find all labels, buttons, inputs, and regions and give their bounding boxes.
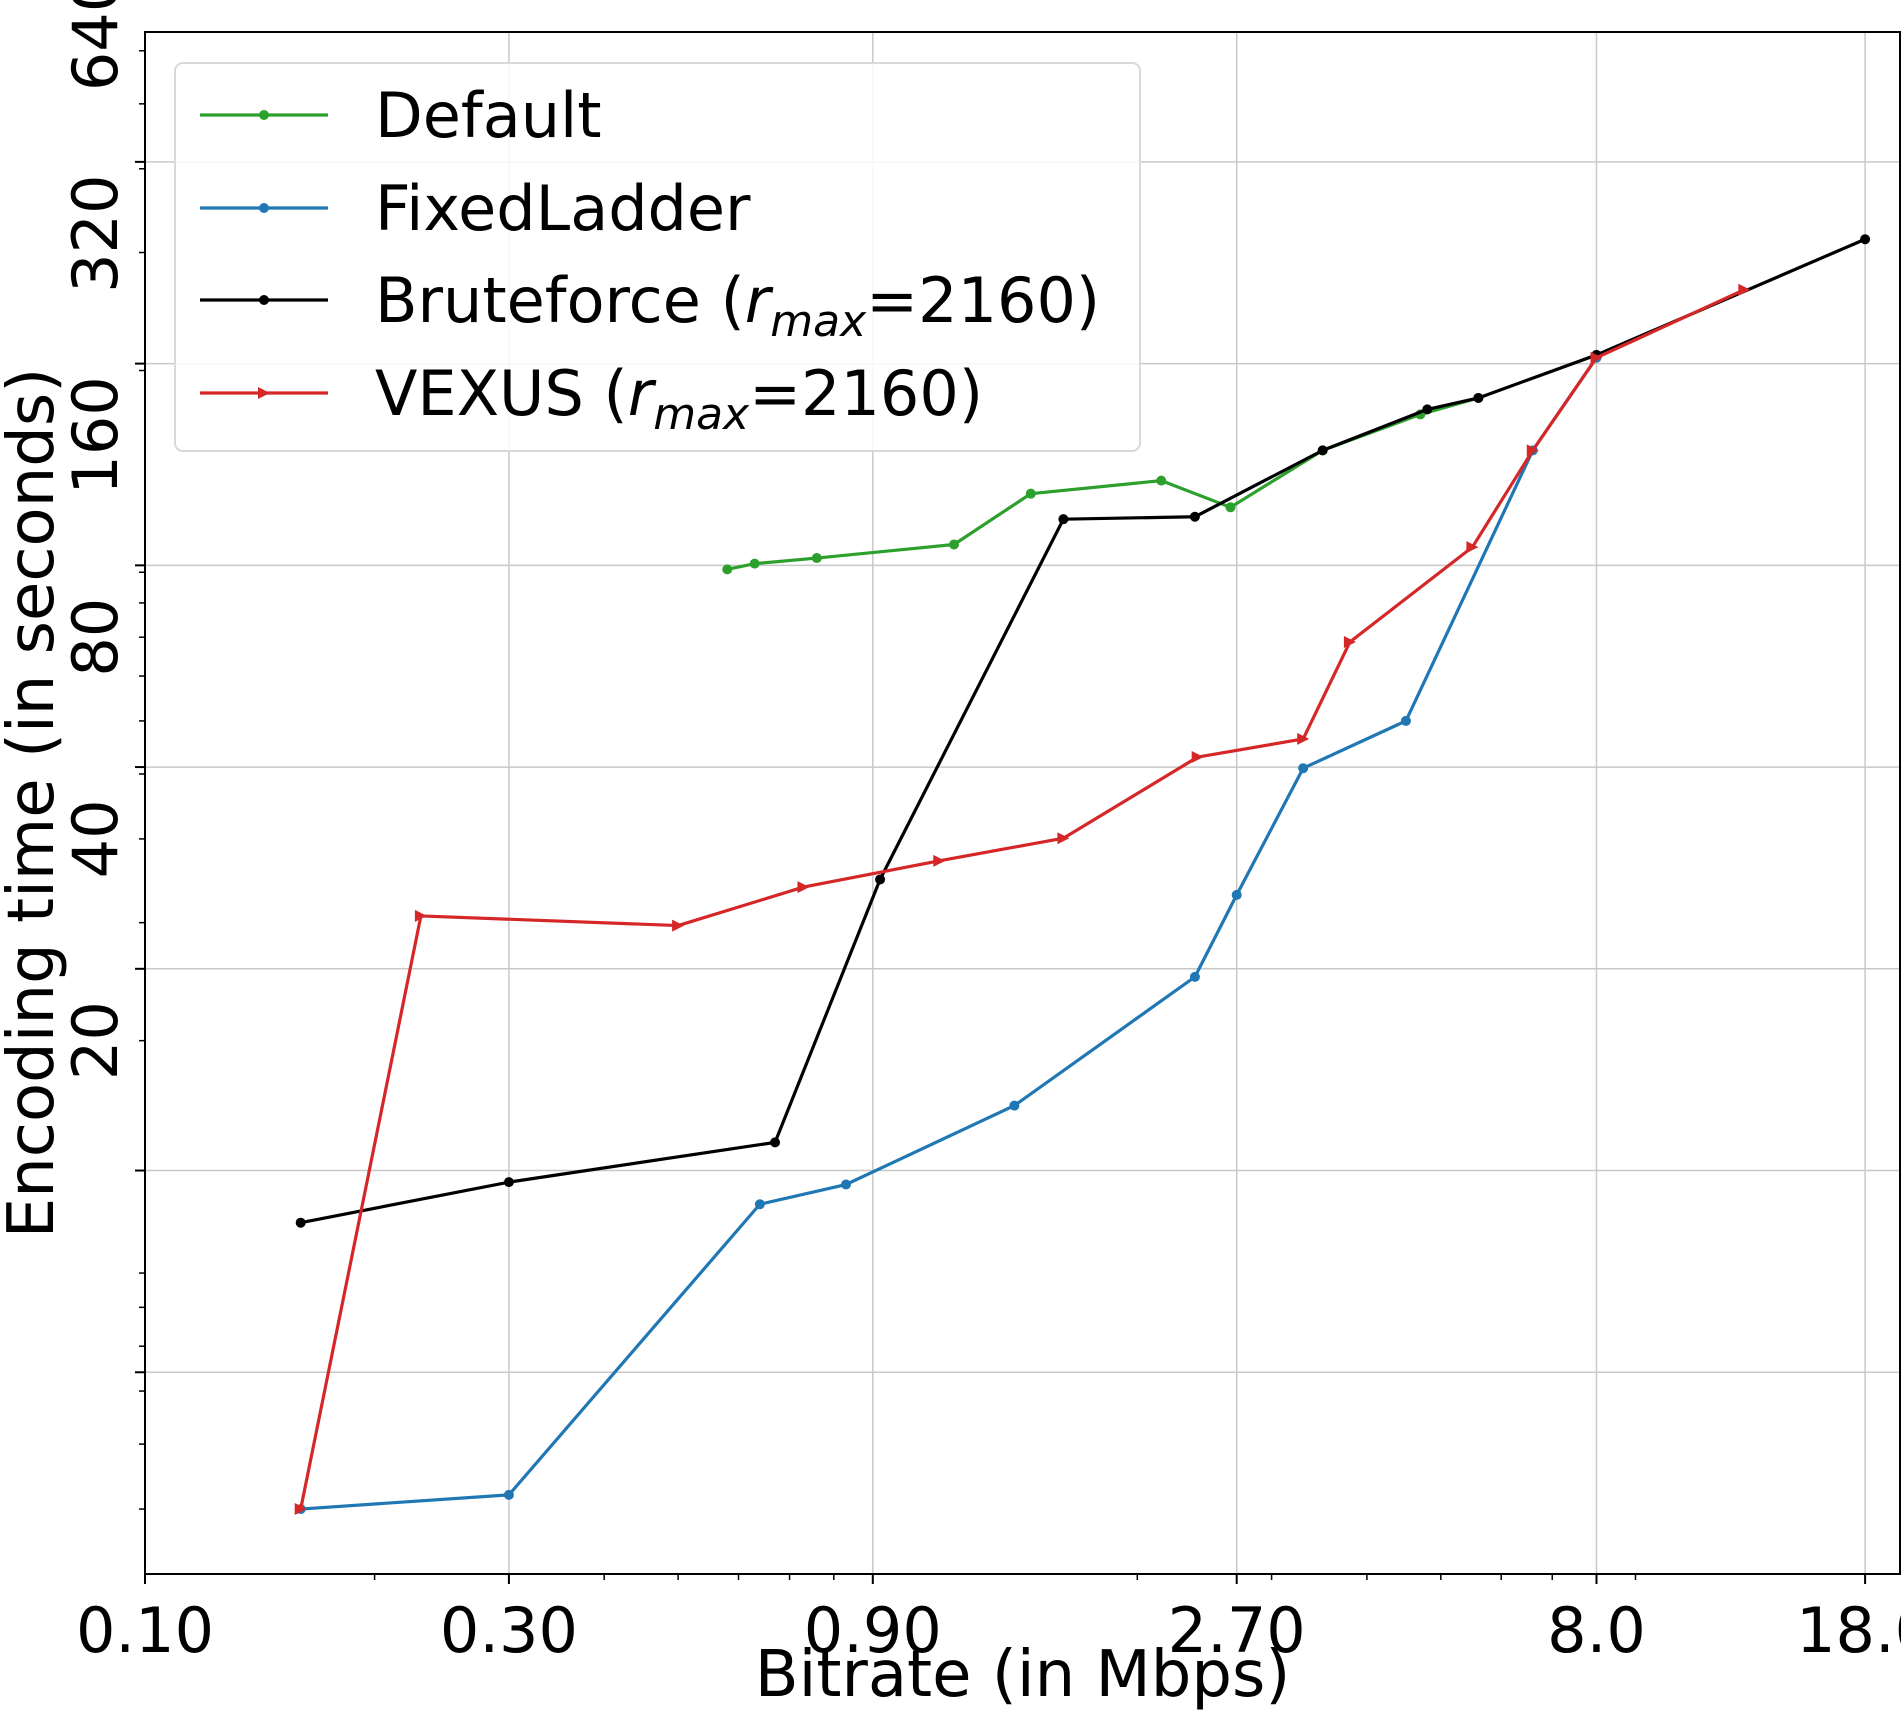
legend-item: VEXUS (rmax=2160)	[200, 357, 983, 440]
data-point	[1189, 511, 1200, 522]
data-point	[1738, 283, 1751, 296]
data-point	[1297, 732, 1310, 745]
data-point	[754, 1199, 765, 1210]
legend-item: FixedLadder	[200, 172, 751, 245]
data-point	[749, 558, 760, 569]
legend-box	[174, 62, 1141, 452]
data-point	[770, 1137, 781, 1148]
legend: Default FixedLadder Bruteforce (rmax=2160)…	[174, 62, 1141, 452]
data-point	[295, 1217, 306, 1228]
data-point	[258, 387, 270, 399]
y-tick-label: 20	[59, 1001, 132, 1080]
data-point	[797, 881, 810, 894]
legend-label: Default	[375, 79, 602, 152]
data-point	[1058, 514, 1069, 525]
data-point	[1422, 404, 1433, 415]
data-point	[503, 1177, 514, 1188]
x-tick-label: 0.90	[804, 1594, 942, 1667]
data-point	[811, 553, 822, 564]
data-point	[1590, 351, 1603, 364]
legend-label: VEXUS (rmax=2160)	[375, 357, 983, 440]
data-point	[840, 1179, 851, 1190]
y-tick-label: 640	[59, 0, 132, 91]
data-point	[1317, 445, 1328, 456]
y-tick-label: 80	[59, 598, 132, 677]
data-point	[503, 1489, 514, 1500]
x-tick-label: 0.30	[440, 1594, 578, 1667]
x-axis-ticks: 0.10 0.30 0.90 2.70 8.0 18.0	[76, 1574, 1901, 1667]
data-point	[259, 295, 269, 305]
series-vexus-r-max-2160-	[294, 283, 1751, 1516]
legend-label: Bruteforce (rmax=2160)	[375, 264, 1100, 347]
data-point	[1009, 1100, 1020, 1111]
data-point	[1025, 488, 1036, 499]
data-point	[672, 919, 685, 932]
x-axis-label: Bitrate (in Mbps)	[755, 1638, 1291, 1711]
x-tick-label: 2.70	[1168, 1594, 1306, 1667]
x-tick-label: 0.10	[76, 1594, 214, 1667]
data-point	[875, 874, 886, 885]
data-point	[1156, 475, 1167, 486]
legend-item: Default	[200, 79, 602, 152]
data-point	[948, 539, 959, 550]
legend-item: Bruteforce (rmax=2160)	[200, 264, 1100, 347]
data-point	[1400, 715, 1411, 726]
data-point	[1057, 832, 1070, 845]
data-point	[1473, 392, 1484, 403]
data-point	[1231, 889, 1242, 900]
legend-label: FixedLadder	[375, 172, 751, 245]
data-point	[1191, 751, 1204, 764]
y-axis-ticks: 20 40 80 160 320 640	[59, 0, 145, 1374]
data-point	[259, 110, 269, 120]
data-point	[259, 203, 269, 213]
series-fixedladder	[295, 352, 1602, 1515]
data-point	[1343, 635, 1356, 648]
series-layer	[294, 234, 1871, 1516]
data-point	[294, 1503, 307, 1516]
data-point	[722, 564, 733, 575]
data-point	[933, 854, 946, 867]
data-point	[1298, 763, 1309, 774]
y-tick-label: 160	[59, 376, 132, 494]
y-tick-label: 320	[59, 175, 132, 293]
y-tick-label: 40	[59, 799, 132, 878]
series-line	[300, 356, 1598, 1511]
series-line	[299, 288, 1745, 1510]
data-point	[1189, 971, 1200, 982]
y-axis-label: Encoding time (in seconds)	[0, 368, 69, 1238]
plot-frame	[144, 31, 1901, 1575]
data-point	[1526, 444, 1539, 457]
data-point	[1466, 541, 1479, 554]
data-point	[1860, 234, 1871, 245]
x-tick-label: 18.0	[1796, 1594, 1901, 1667]
data-point	[414, 909, 427, 922]
x-tick-label: 8.0	[1547, 1594, 1646, 1667]
data-point	[1225, 502, 1236, 513]
